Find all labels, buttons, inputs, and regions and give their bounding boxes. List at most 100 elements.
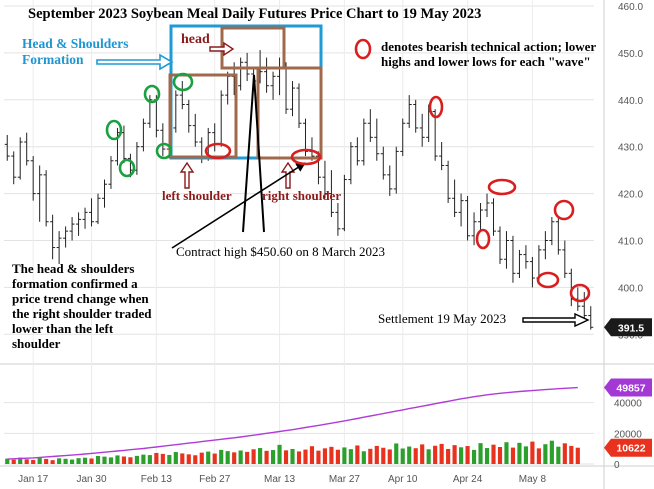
volume-bar	[277, 444, 282, 464]
price-bar	[503, 231, 509, 269]
price-bar	[270, 71, 276, 100]
axes: 460.0450.0440.0430.0420.0410.0400.0390.0…	[18, 2, 652, 485]
volume-bar	[361, 451, 366, 464]
price-bar	[11, 151, 17, 185]
volume-bar	[167, 454, 172, 464]
price-bar	[562, 240, 568, 279]
volume-bar	[180, 453, 185, 464]
bearish-marker	[553, 199, 575, 221]
bearish-note-line2: highs and lower lows for each "wave"	[381, 53, 591, 69]
volume-bar	[562, 443, 567, 464]
price-bar	[439, 142, 445, 171]
volume-bar	[523, 446, 528, 464]
price-bar	[523, 245, 529, 269]
volume-tick-label: 20000	[614, 429, 642, 440]
price-bar	[452, 179, 458, 218]
price-bar	[555, 217, 561, 255]
price-bar	[290, 81, 296, 117]
price-bar	[140, 118, 146, 152]
last-price-badge-shape	[604, 318, 652, 337]
last-price-badge-text: 391.5	[618, 322, 644, 334]
volume-bar	[497, 446, 503, 464]
volume-bar	[199, 452, 204, 464]
price-bar	[17, 137, 23, 180]
price-tick-label: 400.0	[618, 283, 643, 294]
volume-bar	[270, 450, 276, 464]
volume-bar	[102, 456, 107, 464]
open-interest-badge-text: 49857	[616, 383, 645, 395]
volume-bar	[471, 449, 477, 464]
right-shoulder-arrow	[280, 161, 296, 189]
volume-bar	[238, 450, 243, 464]
volume-bar	[219, 449, 224, 464]
volume-bar	[426, 449, 431, 464]
volume-bar	[484, 448, 490, 464]
left-shoulder-box	[168, 73, 238, 159]
volume-bar	[11, 459, 16, 464]
volume-bar	[76, 458, 81, 464]
volume-bar	[569, 445, 574, 464]
price-bar	[173, 90, 179, 133]
volume-bar	[556, 446, 561, 464]
bearish-marker	[487, 178, 517, 196]
volume-bar	[400, 448, 405, 464]
volume-bar	[329, 446, 334, 464]
legend-bearish-marker	[354, 38, 372, 60]
open-interest-badge: 49857	[604, 378, 652, 397]
left-shoulder-label: left shoulder	[162, 188, 232, 203]
volume-bar	[160, 453, 165, 464]
volume-bar	[70, 459, 75, 464]
volume-bars	[5, 440, 580, 464]
price-bar	[478, 202, 484, 232]
volume-bar	[452, 445, 457, 464]
volume-bar	[465, 446, 470, 464]
price-bar	[445, 160, 451, 203]
price-bar	[497, 226, 503, 264]
confirm-arrow	[171, 162, 306, 249]
confirm-line6: shoulder	[12, 335, 61, 351]
price-bar	[101, 179, 107, 208]
price-bar	[56, 231, 62, 264]
bearish-note: denotes bearish technical action; lower …	[381, 39, 596, 70]
price-bar	[419, 113, 425, 147]
volume-bar	[290, 448, 295, 464]
volume-tick-label: 0	[614, 460, 620, 471]
volume-bar	[89, 458, 94, 464]
confirm-line2: formation confirmed a	[12, 275, 138, 291]
price-bar	[24, 132, 30, 166]
volume-bar	[128, 457, 133, 464]
settlement-arrow	[522, 312, 590, 328]
volume-bar	[108, 457, 114, 464]
volume-bar	[186, 454, 191, 464]
volume-bar	[439, 443, 444, 464]
bearish-marker	[428, 95, 444, 119]
price-bar	[529, 256, 535, 288]
volume-bar	[420, 444, 425, 464]
date-tick-label: Apr 10	[388, 474, 418, 485]
volume-bar	[381, 447, 386, 464]
volume-bar	[433, 445, 438, 464]
price-bar	[581, 292, 587, 321]
volume-bar	[232, 452, 237, 464]
price-bar	[296, 83, 302, 128]
volume-bar	[50, 460, 55, 464]
price-bar	[354, 137, 360, 166]
volume-bar	[134, 455, 139, 464]
price-bar	[264, 57, 270, 93]
volume-bar	[478, 443, 483, 464]
price-bar	[186, 99, 192, 133]
price-bar	[380, 146, 386, 180]
settlement-label: Settlement 19 May 2023	[378, 311, 507, 326]
price-bar	[387, 165, 393, 196]
price-tick-label: 450.0	[618, 49, 643, 60]
date-tick-label: Jan 30	[77, 474, 107, 485]
date-tick-label: Jan 17	[18, 474, 48, 485]
volume-bar	[549, 440, 554, 464]
volume-bar	[459, 447, 464, 464]
price-bar	[218, 90, 224, 147]
volume-bar	[316, 450, 321, 464]
price-bar	[341, 174, 347, 232]
price-bars	[4, 50, 594, 330]
right-shoulder-box	[256, 66, 323, 160]
